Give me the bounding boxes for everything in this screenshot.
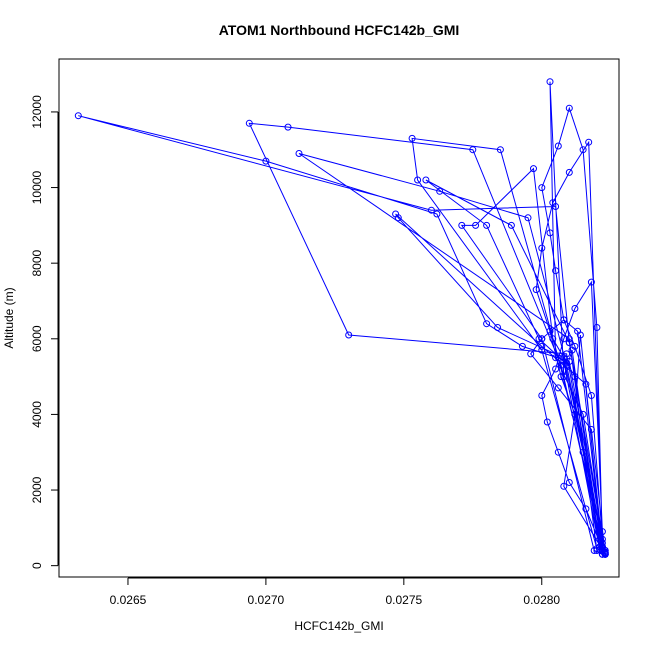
y-axis: 0 2000 4000 6000 8000 10000 12000 <box>30 95 59 569</box>
y-tick-label: 6000 <box>30 325 44 352</box>
plot-frame <box>58 58 620 578</box>
data-point <box>582 505 590 513</box>
data-point <box>587 278 595 286</box>
y-tick-label: 10000 <box>30 171 44 205</box>
data-point <box>530 165 537 173</box>
data-point <box>546 229 554 237</box>
data-point <box>552 203 560 210</box>
y-tick-label: 4000 <box>30 401 44 428</box>
data-point <box>598 528 606 536</box>
data-point <box>565 168 573 176</box>
x-tick-label: 0.0275 <box>385 593 422 607</box>
data-point <box>74 112 82 120</box>
data-point <box>563 361 571 369</box>
data-point <box>469 146 477 154</box>
data-point <box>601 550 609 558</box>
data-point <box>472 221 480 229</box>
data-point <box>568 346 576 354</box>
data-point <box>483 320 491 328</box>
data-point <box>560 354 568 362</box>
data-point <box>593 324 601 331</box>
series-layer <box>74 78 609 558</box>
data-point <box>295 150 303 157</box>
x-axis-label: HCFC142b_GMI <box>294 619 383 633</box>
data-point <box>579 448 587 456</box>
data-point <box>507 221 515 229</box>
x-axis: 0.0265 0.0270 0.0275 0.0280 <box>110 577 560 607</box>
data-point <box>587 392 595 399</box>
data-point <box>527 350 535 358</box>
series-line <box>78 81 607 556</box>
data-point <box>538 335 546 343</box>
x-tick-label: 0.0280 <box>523 593 560 607</box>
data-point <box>571 410 579 418</box>
data-point <box>571 373 579 381</box>
data-point <box>585 138 593 146</box>
data-point <box>538 184 546 192</box>
x-tick-label: 0.0265 <box>110 593 147 607</box>
data-point <box>554 384 562 392</box>
data-point <box>535 335 543 343</box>
data-point <box>538 244 546 252</box>
data-point <box>593 531 601 539</box>
data-point <box>532 286 540 294</box>
data-point <box>392 210 400 218</box>
data-point <box>596 543 604 551</box>
data-point <box>565 339 573 347</box>
y-tick-label: 8000 <box>30 250 44 277</box>
data-point <box>590 547 598 554</box>
data-point <box>552 365 560 373</box>
data-point <box>557 373 565 381</box>
data-point <box>414 176 422 184</box>
data-point <box>598 535 606 543</box>
data-point <box>565 479 573 486</box>
data-point <box>546 327 554 335</box>
data-point <box>598 543 606 551</box>
y-axis-label: Altitude (m) <box>2 287 16 348</box>
y-tick-label: 2000 <box>30 476 44 503</box>
data-point <box>554 142 562 150</box>
data-point <box>284 123 292 131</box>
data-point <box>543 418 551 426</box>
data-point <box>579 146 587 154</box>
data-point <box>565 104 573 112</box>
y-tick-label: 12000 <box>30 95 44 129</box>
data-point <box>524 214 532 222</box>
data-point <box>549 335 557 343</box>
data-point <box>436 187 444 195</box>
data-point <box>576 331 584 339</box>
data-point <box>538 342 546 350</box>
data-point <box>427 206 435 214</box>
data-point <box>571 305 579 312</box>
data-point <box>560 482 568 490</box>
chart-title: ATOM1 Northbound HCFC142b_GMI <box>219 22 460 38</box>
data-point <box>560 373 568 381</box>
data-point <box>579 410 587 418</box>
data-point <box>565 335 573 343</box>
data-point <box>554 448 562 456</box>
data-point <box>552 354 560 362</box>
data-point <box>494 324 502 331</box>
data-point <box>458 221 466 229</box>
y-tick-label: 0 <box>30 562 44 569</box>
data-point <box>518 342 526 350</box>
data-point <box>546 78 554 86</box>
data-point <box>582 380 590 388</box>
data-point <box>408 134 416 142</box>
data-point <box>552 267 560 275</box>
data-point <box>587 426 595 433</box>
x-tick-label: 0.0270 <box>248 593 285 607</box>
data-point <box>538 346 546 354</box>
data-point <box>538 392 546 399</box>
data-point <box>433 210 441 218</box>
data-point <box>422 176 430 184</box>
data-point <box>496 146 504 154</box>
data-point <box>245 119 253 127</box>
data-point <box>560 316 568 324</box>
data-point <box>345 331 353 339</box>
data-point <box>262 157 270 165</box>
data-point <box>483 221 491 229</box>
